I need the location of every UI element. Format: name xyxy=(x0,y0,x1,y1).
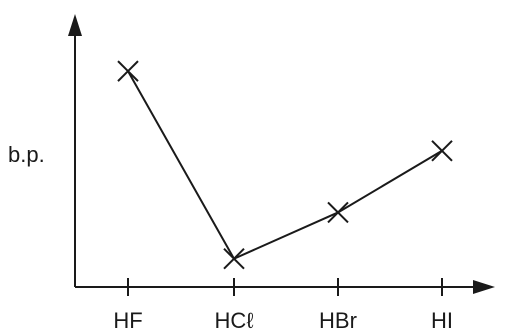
x-tick-label: HF xyxy=(113,308,142,333)
data-point-marker xyxy=(117,60,139,82)
y-axis-arrowhead xyxy=(68,14,82,36)
x-tick-labels: HF HCℓ HBr HI xyxy=(113,308,453,333)
marker-stroke xyxy=(327,201,349,224)
y-axis-label: b.p. xyxy=(8,142,45,167)
marker-stroke xyxy=(223,248,245,270)
data-point-marker xyxy=(223,248,245,270)
data-point-marker xyxy=(327,201,349,224)
marker-stroke xyxy=(117,60,139,82)
x-ticks xyxy=(127,278,443,296)
marker-stroke xyxy=(431,140,453,162)
series-group xyxy=(117,60,453,270)
x-tick-label: HI xyxy=(431,308,453,333)
data-point-marker xyxy=(431,140,453,162)
x-tick-label: HBr xyxy=(319,308,357,333)
x-axis-arrowhead xyxy=(473,280,495,294)
x-tick-label: HCℓ xyxy=(215,308,255,333)
axes xyxy=(68,14,495,294)
series-line xyxy=(127,70,443,261)
